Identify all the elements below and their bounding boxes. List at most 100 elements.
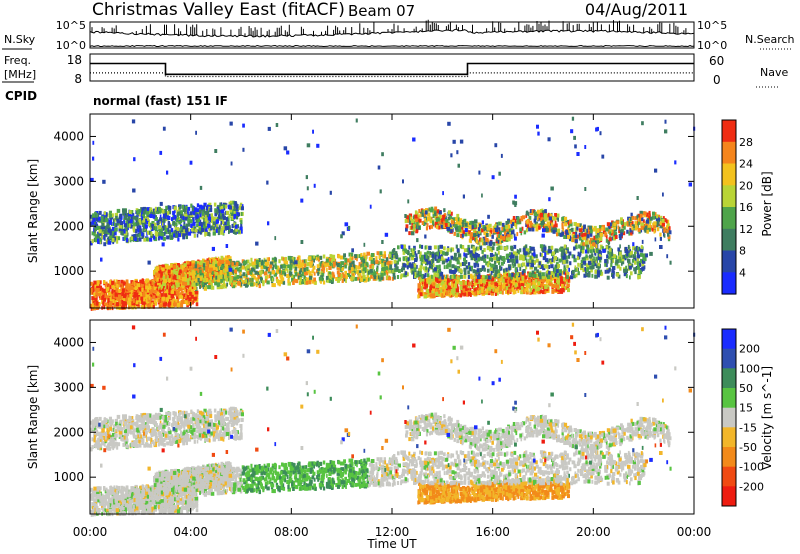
power-pixel: [376, 265, 379, 270]
power-pixel: [189, 211, 193, 216]
power-data-pixels: [90, 116, 696, 311]
power-pixel: [258, 258, 261, 262]
power-pixel: [351, 275, 354, 280]
power-pixel: [514, 222, 517, 227]
power-pixel: [214, 271, 218, 276]
power-pixel: [192, 210, 196, 215]
power-pixel: [566, 219, 570, 224]
power-pixel: [578, 232, 581, 237]
power-pixel: [137, 221, 139, 226]
power-pixel: [328, 271, 332, 276]
power-pixel: [305, 267, 309, 271]
power-pixel: [163, 301, 166, 306]
power-pixel: [490, 281, 494, 285]
power-pixel: [428, 289, 432, 294]
power-pixel: [546, 279, 550, 284]
power-pixel: [383, 251, 386, 256]
power-pixel: [455, 284, 457, 289]
power-pixel: [230, 270, 233, 275]
power-pixel: [158, 304, 163, 309]
power-pixel: [291, 274, 294, 278]
power-pixel: [195, 218, 198, 223]
power-pixel: [94, 226, 97, 231]
power-pixel: [267, 267, 271, 272]
power-pixel: [390, 260, 393, 265]
power-pixel: [233, 211, 236, 215]
power-pixel: [139, 279, 143, 284]
power-pixel: [127, 216, 131, 221]
power-pixel: [481, 286, 485, 291]
power-pixel: [184, 216, 188, 221]
power-pixel: [173, 206, 177, 211]
power-pixel: [630, 212, 633, 217]
power-pixel: [313, 277, 316, 282]
power-pixel: [148, 222, 150, 226]
power-pixel: [468, 238, 471, 243]
power-pixel: [185, 301, 189, 306]
power-pixel: [159, 214, 162, 219]
power-pixel: [192, 260, 196, 265]
power-pixel: [138, 218, 141, 223]
power-pixel: [124, 211, 127, 216]
power-pixel: [324, 263, 328, 268]
power-pixel: [277, 279, 281, 284]
power-pixel: [654, 215, 657, 220]
power-pixel: [388, 269, 392, 274]
power-pixel: [486, 277, 490, 282]
power-pixel: [592, 238, 596, 243]
power-pixel: [498, 281, 502, 286]
power-pixel: [208, 213, 211, 218]
power-pixel: [535, 278, 538, 283]
power-pixel: [187, 221, 190, 226]
power-pixel: [129, 219, 133, 224]
power-pixel: [197, 273, 200, 277]
power-pixel: [97, 292, 101, 297]
power-pixel: [220, 202, 223, 207]
power-pixel: [307, 269, 311, 274]
power-pixel: [94, 297, 97, 302]
power-pixel: [345, 279, 347, 283]
power-pixel: [667, 219, 670, 224]
power-pixel: [111, 230, 114, 235]
power-pixel: [638, 220, 642, 225]
power-pixel: [118, 289, 122, 293]
power-pixel: [150, 207, 153, 212]
power-pixel: [486, 233, 489, 237]
power-pixel: [109, 294, 112, 299]
power-pixel: [187, 227, 190, 232]
power-pixel: [286, 274, 290, 278]
power-pixel: [209, 267, 213, 272]
power-pixel: [118, 224, 123, 229]
power-pixel: [121, 297, 124, 302]
power-pixel: [166, 299, 169, 304]
power-pixel: [109, 279, 112, 284]
power-pixel: [496, 234, 500, 239]
power-pixel: [366, 268, 369, 273]
power-pixel: [444, 289, 447, 294]
power-pixel: [292, 264, 295, 269]
power-pixel: [164, 298, 167, 303]
power-pixel: [132, 215, 136, 220]
power-pixel: [513, 285, 516, 290]
power-pixel: [117, 236, 121, 241]
power-pixel: [112, 299, 115, 304]
power-pixel: [216, 206, 219, 211]
power-pixel: [530, 281, 533, 286]
power-pixel: [370, 259, 374, 264]
power-pixel: [195, 302, 199, 307]
power-pixel: [167, 227, 169, 232]
power-pixel: [157, 294, 161, 299]
power-pixel: [365, 255, 367, 260]
power-pixel: [90, 241, 93, 246]
power-pixel: [199, 261, 203, 266]
power-pixel: [479, 289, 481, 294]
power-pixel: [96, 283, 100, 288]
power-pixel: [205, 278, 209, 282]
power-pixel: [155, 267, 158, 272]
power-pixel: [349, 257, 353, 262]
power-pixel: [637, 213, 641, 218]
power-pixel: [476, 290, 480, 295]
power-pixel: [380, 258, 385, 263]
power-pixel: [382, 254, 385, 259]
noise-panel: 10^5 10^0 10^5 10^0 N.Sky N.Search: [2, 19, 795, 52]
